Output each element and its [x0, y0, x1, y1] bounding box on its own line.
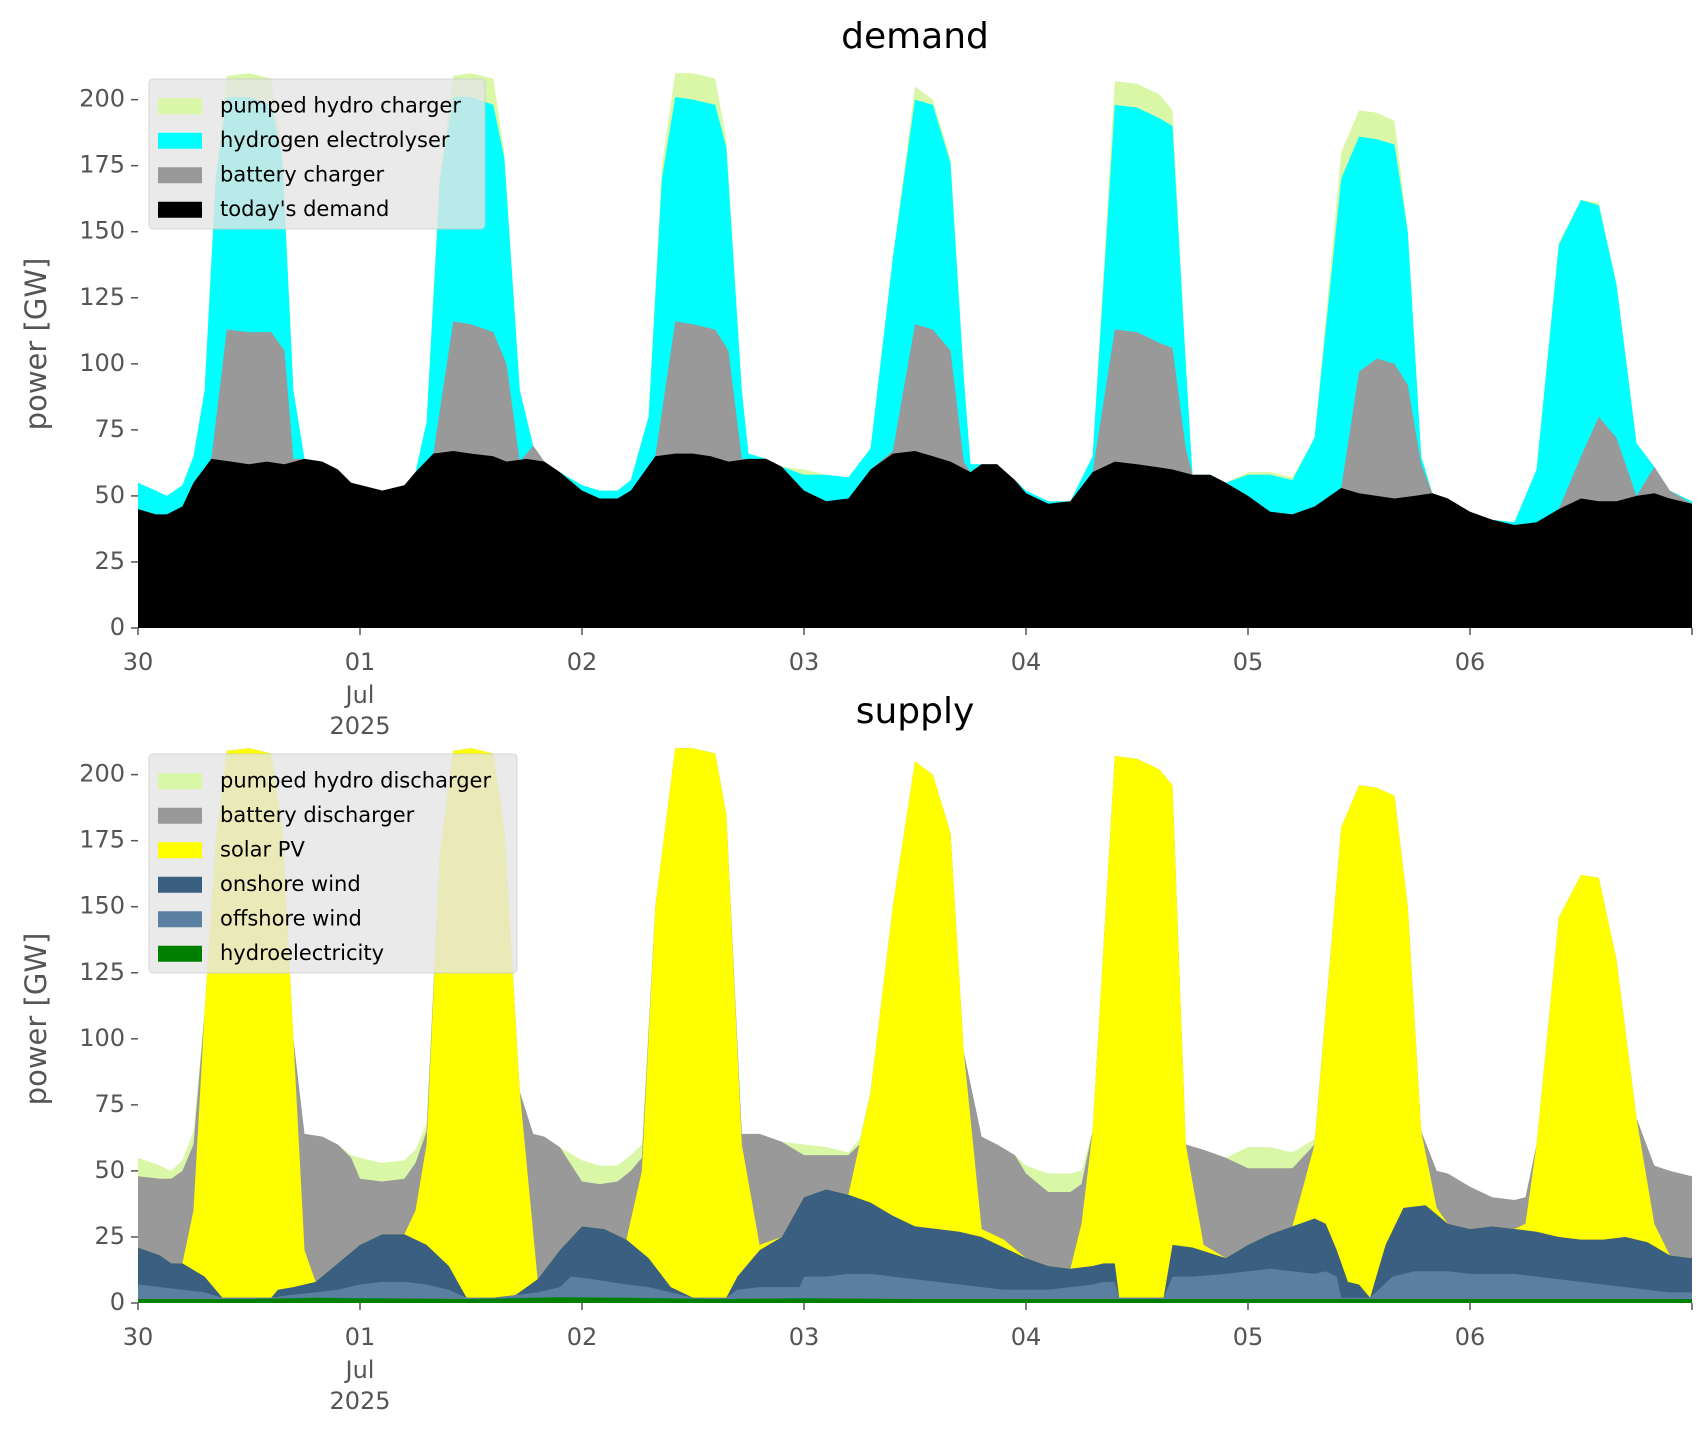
- y-axis-label: power [GW]: [19, 933, 53, 1106]
- x-tick-label: 01: [345, 1323, 376, 1351]
- area-solar-pv: [138, 748, 1692, 1303]
- area-offshore-wind: [138, 1268, 1692, 1303]
- x-tick-label: 06: [1455, 648, 1486, 676]
- y-tick-label: 100: [79, 349, 125, 377]
- y-tick-label: 200: [79, 760, 125, 788]
- x-tick-label: 03: [789, 1323, 820, 1351]
- legend-label: pumped hydro discharger: [220, 768, 491, 792]
- x-tick-label: 30: [123, 648, 154, 676]
- legend-swatch: [158, 807, 202, 824]
- supply-panel: supply power [GW] 0 25 50 75 100 125 150 175 200 30…: [19, 691, 1693, 1415]
- y-tick-label: 200: [79, 85, 125, 113]
- legend-swatch: [158, 911, 202, 928]
- y-tick-label: 150: [79, 217, 125, 245]
- x-tick-sublabel: 2025: [329, 712, 390, 740]
- legend-swatch: [158, 167, 202, 184]
- y-tick-label: 125: [79, 958, 125, 986]
- y-tick-label: 150: [79, 892, 125, 920]
- y-tick-label: 0: [110, 1288, 125, 1316]
- y-tick-label: 0: [110, 613, 125, 641]
- x-tick-label: 03: [789, 648, 820, 676]
- legend-swatch: [158, 945, 202, 962]
- legend-box: [148, 753, 518, 974]
- x-tick-label: 02: [567, 648, 598, 676]
- x-tick-label: 02: [567, 1323, 598, 1351]
- x-tick-label: 30: [123, 1323, 154, 1351]
- legend-swatch: [158, 132, 202, 149]
- y-tick-label: 50: [94, 481, 125, 509]
- legend-label: hydroelectricity: [220, 941, 384, 965]
- y-tick-label: 100: [79, 1024, 125, 1052]
- legend: pumped hydro charger hydrogen electrolyse…: [148, 78, 486, 230]
- x-tick-label: 04: [1011, 1323, 1042, 1351]
- y-tick-label: 25: [94, 547, 125, 575]
- x-tick-label: 05: [1233, 1323, 1264, 1351]
- y-tick-label: 25: [94, 1222, 125, 1250]
- y-tick-label: 75: [94, 415, 125, 443]
- y-axis-label: power [GW]: [19, 258, 53, 431]
- x-tick-sublabel: 2025: [329, 1387, 390, 1415]
- legend-swatch: [158, 98, 202, 115]
- legend-swatch: [158, 842, 202, 859]
- legend-label: battery charger: [220, 162, 385, 186]
- x-tick-sublabel: Jul: [344, 681, 375, 709]
- legend-swatch: [158, 876, 202, 893]
- chart-title: supply: [856, 691, 975, 732]
- area-today-s-demand: [138, 451, 1692, 628]
- legend-swatch: [158, 201, 202, 218]
- y-tick-label: 175: [79, 826, 125, 854]
- y-tick-label: 125: [79, 283, 125, 311]
- legend-label: battery discharger: [220, 803, 415, 827]
- legend-label: today's demand: [220, 197, 389, 221]
- area-hydroelectricity: [138, 1297, 1692, 1303]
- legend: pumped hydro discharger battery discharge…: [148, 753, 518, 974]
- legend-label: pumped hydro charger: [220, 93, 461, 117]
- y-tick-label: 175: [79, 151, 125, 179]
- x-tick-label: 06: [1455, 1323, 1486, 1351]
- legend-label: hydrogen electrolyser: [220, 128, 450, 152]
- x-tick-sublabel: Jul: [344, 1356, 375, 1384]
- x-tick-label: 05: [1233, 648, 1264, 676]
- y-tick-label: 75: [94, 1090, 125, 1118]
- y-tick-label: 50: [94, 1156, 125, 1184]
- x-tick-label: 04: [1011, 648, 1042, 676]
- legend-swatch: [158, 773, 202, 790]
- legend-label: onshore wind: [220, 872, 361, 896]
- legend-box: [148, 78, 486, 230]
- x-tick-label: 01: [345, 648, 376, 676]
- demand-panel: demand power [GW] 0 25 50 75 100 125 150 175 200 30…: [19, 16, 1693, 740]
- legend-label: offshore wind: [220, 906, 362, 930]
- legend-label: solar PV: [220, 837, 305, 861]
- chart-title: demand: [841, 16, 989, 57]
